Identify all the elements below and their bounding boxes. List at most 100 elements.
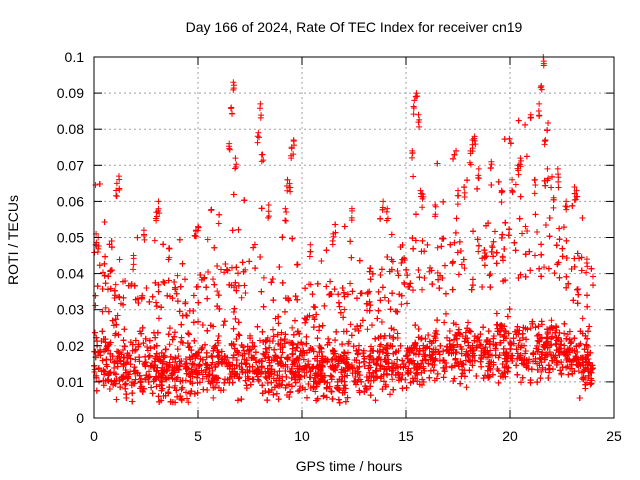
data-point (323, 384, 330, 391)
data-point (425, 331, 432, 338)
data-point (498, 234, 505, 241)
data-point (403, 266, 410, 273)
data-point (424, 241, 431, 248)
data-point (589, 273, 596, 280)
data-point (91, 329, 98, 336)
data-point (166, 325, 173, 332)
data-point (222, 260, 229, 267)
data-point (512, 181, 519, 188)
data-point (210, 394, 217, 401)
data-point (377, 297, 384, 304)
data-point (449, 258, 456, 265)
data-point (356, 257, 363, 264)
data-point (147, 373, 154, 380)
data-point (463, 384, 470, 391)
data-point (404, 300, 411, 307)
data-point (480, 375, 487, 382)
data-point (96, 262, 103, 269)
data-point (481, 262, 488, 269)
data-point (331, 286, 338, 293)
data-point (166, 341, 173, 348)
data-point (527, 267, 534, 274)
data-point (317, 344, 324, 351)
data-point (287, 388, 294, 395)
data-point (567, 340, 574, 347)
data-point (574, 285, 581, 292)
data-point (200, 386, 207, 393)
data-points (91, 54, 597, 406)
data-point (558, 359, 565, 366)
data-point (178, 321, 185, 328)
data-point (179, 312, 186, 319)
data-point (221, 379, 228, 386)
data-point (410, 245, 417, 252)
data-point (404, 272, 411, 279)
data-point (538, 241, 545, 248)
data-point (120, 347, 127, 354)
data-point (333, 328, 340, 335)
data-point (478, 363, 485, 370)
data-point (532, 211, 539, 218)
data-point (149, 390, 156, 397)
data-point (372, 397, 379, 404)
data-point (441, 262, 448, 269)
data-point (289, 235, 296, 242)
data-point (134, 234, 141, 241)
data-point (527, 325, 534, 332)
data-point (190, 292, 197, 299)
data-point (160, 278, 167, 285)
data-point (309, 291, 316, 298)
data-point (323, 283, 330, 290)
data-point (486, 272, 493, 279)
data-point (410, 173, 417, 180)
data-point (270, 326, 277, 333)
data-point (541, 264, 548, 271)
data-point (515, 117, 522, 124)
data-point (419, 237, 426, 244)
data-point (368, 322, 375, 329)
data-point (556, 225, 563, 232)
data-point (379, 284, 386, 291)
data-point (181, 276, 188, 283)
data-point (456, 238, 463, 245)
data-point (579, 214, 586, 221)
data-point (347, 321, 354, 328)
data-point (323, 247, 330, 254)
data-point (318, 257, 325, 264)
data-point (536, 355, 543, 362)
data-point (511, 239, 518, 246)
data-point (381, 294, 388, 301)
data-point (506, 135, 513, 142)
data-point (398, 301, 405, 308)
data-point (434, 244, 441, 251)
data-point (569, 202, 576, 209)
data-point (586, 323, 593, 330)
data-point (264, 397, 271, 404)
data-point (92, 182, 99, 189)
data-point (548, 184, 555, 191)
data-point (186, 331, 193, 338)
data-point (565, 371, 572, 378)
data-point (177, 283, 184, 290)
data-point (553, 242, 560, 249)
data-point (99, 308, 106, 315)
data-point (165, 331, 172, 338)
data-point (304, 394, 311, 401)
data-point (306, 374, 313, 381)
data-point (488, 182, 495, 189)
data-point (387, 306, 394, 313)
data-point (101, 260, 108, 267)
data-point (301, 315, 308, 322)
data-point (171, 278, 178, 285)
data-point (493, 260, 500, 267)
data-point (279, 279, 286, 286)
data-point (534, 229, 541, 236)
data-point (191, 337, 198, 344)
data-point (347, 238, 354, 245)
data-point (353, 295, 360, 302)
data-point (438, 243, 445, 250)
data-point (211, 244, 218, 251)
data-point (470, 228, 477, 235)
data-point (469, 276, 476, 283)
data-point (314, 280, 321, 287)
